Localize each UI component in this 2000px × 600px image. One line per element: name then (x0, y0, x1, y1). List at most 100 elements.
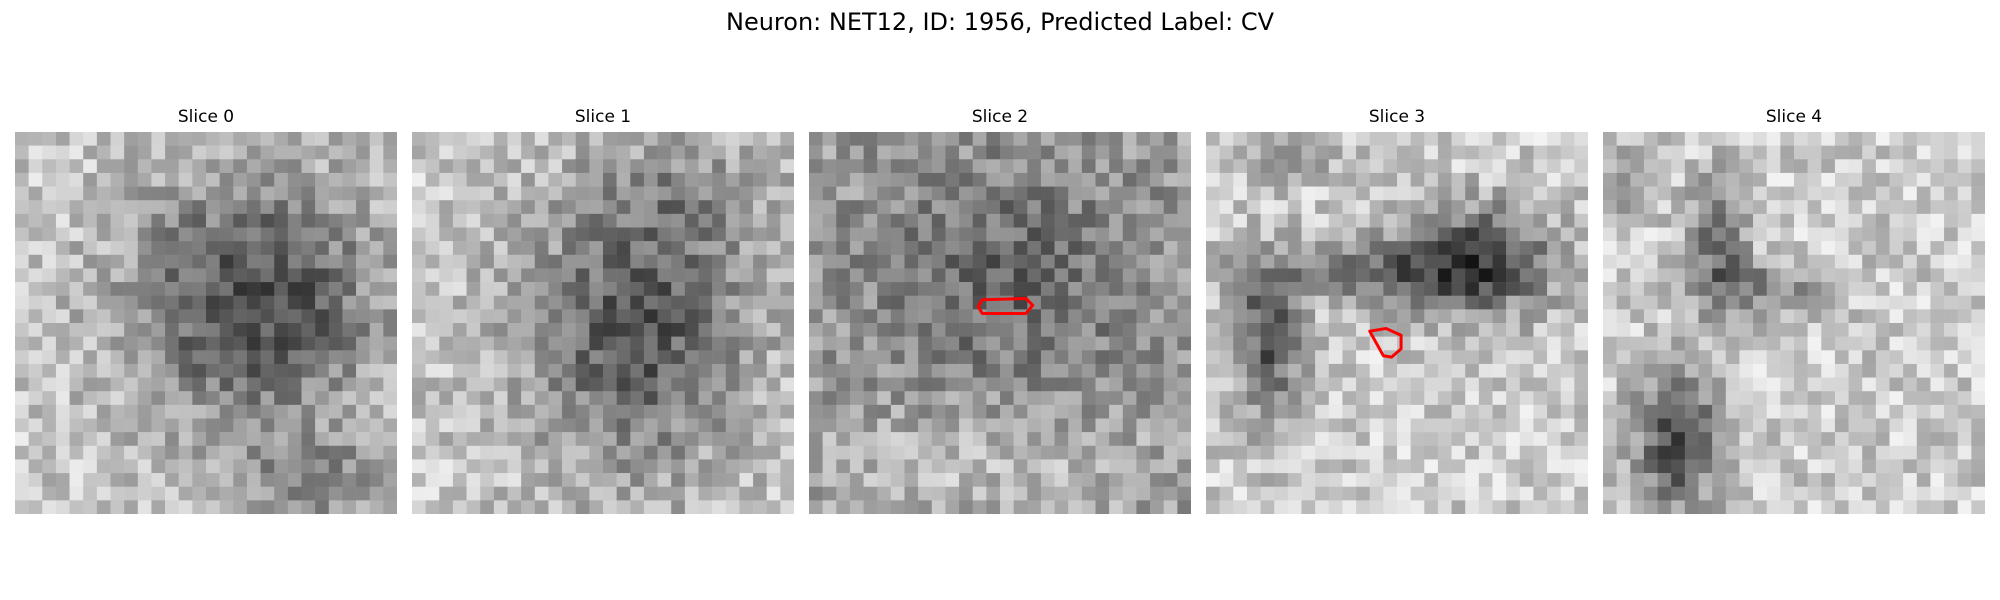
pixel (1862, 254, 1877, 269)
pixel (342, 159, 357, 174)
pixel (1889, 213, 1904, 228)
pixel (69, 377, 84, 392)
pixel (165, 432, 179, 447)
pixel (1766, 159, 1781, 174)
pixel (1150, 254, 1164, 269)
pixel (1163, 200, 1178, 215)
pixel (1944, 391, 1958, 406)
pixel (151, 227, 166, 242)
pixel (1109, 254, 1124, 269)
pixel (1287, 227, 1302, 242)
pixel (890, 363, 905, 378)
pixel (589, 132, 604, 146)
pixel (1081, 145, 1096, 160)
pixel (1383, 459, 1398, 474)
pixel (1875, 445, 1890, 460)
pixel (1342, 145, 1357, 160)
pixel (1574, 241, 1588, 256)
pixel (1328, 200, 1343, 215)
pixel (1916, 295, 1931, 310)
pixel (1780, 486, 1795, 501)
pixel (274, 186, 289, 201)
pixel (1630, 350, 1645, 365)
pixel (507, 377, 522, 392)
pixel (1616, 268, 1631, 283)
pixel (1916, 336, 1931, 351)
pixel (274, 418, 289, 433)
pixel (425, 309, 440, 324)
pixel (780, 500, 794, 514)
pixel (589, 404, 604, 419)
pixel (849, 486, 864, 501)
pixel (1356, 186, 1370, 201)
pixel (1848, 445, 1863, 460)
pixel (931, 363, 946, 378)
pixel (1903, 391, 1918, 406)
pixel (1233, 186, 1248, 201)
pixel (1081, 377, 1096, 392)
pixel (206, 254, 220, 269)
pixel (1616, 241, 1631, 256)
pixel (1081, 336, 1096, 351)
pixel (1780, 254, 1795, 269)
pixel (1875, 159, 1890, 174)
pixel (165, 295, 179, 310)
pixel (233, 172, 248, 187)
pixel (1410, 404, 1425, 419)
pixel (1862, 227, 1877, 242)
pixel (562, 172, 576, 187)
pixel (192, 132, 207, 146)
pixel (1903, 445, 1918, 460)
pixel (1657, 268, 1672, 283)
pixel (369, 227, 384, 242)
pixel (274, 350, 289, 365)
pixel (1150, 145, 1164, 160)
pixel (342, 350, 357, 365)
pixel (507, 350, 522, 365)
pixel (1739, 227, 1754, 242)
pixel (42, 377, 57, 392)
pixel (1150, 200, 1164, 215)
pixel (1944, 500, 1958, 514)
pixel (1000, 459, 1014, 474)
pixel (1889, 486, 1904, 501)
pixel (151, 309, 166, 324)
pixel (466, 309, 481, 324)
pixel (328, 145, 343, 160)
pixel (192, 486, 207, 501)
pixel (616, 391, 631, 406)
pixel (918, 132, 933, 146)
pixel (521, 486, 536, 501)
pixel (1519, 473, 1534, 487)
pixel (1136, 363, 1151, 378)
pixel (137, 350, 152, 365)
pixel (233, 186, 248, 201)
pixel (766, 254, 781, 269)
pixel (1356, 445, 1370, 460)
pixel (822, 500, 837, 514)
pixel (739, 282, 754, 296)
pixel (1916, 404, 1931, 419)
pixel (904, 186, 919, 201)
pixel (630, 432, 645, 447)
pixel (1698, 377, 1713, 392)
pixel (466, 172, 481, 187)
pixel (439, 473, 454, 487)
pixel (1150, 391, 1164, 406)
pixel (178, 486, 193, 501)
pixel (1944, 295, 1958, 310)
slice-panel-4: Slice 4 (1603, 106, 1985, 514)
pixel (1301, 445, 1316, 460)
slice-panel-0: Slice 0 (15, 106, 397, 514)
pixel (657, 172, 672, 187)
pixel (1506, 404, 1521, 419)
pixel (1383, 254, 1398, 269)
pixel (1424, 145, 1439, 160)
pixel (1684, 213, 1699, 228)
pixel (521, 336, 536, 351)
pixel (849, 336, 864, 351)
pixel (1287, 377, 1302, 392)
pixel (83, 145, 98, 160)
pixel (1519, 432, 1534, 447)
pixel (1219, 404, 1234, 419)
